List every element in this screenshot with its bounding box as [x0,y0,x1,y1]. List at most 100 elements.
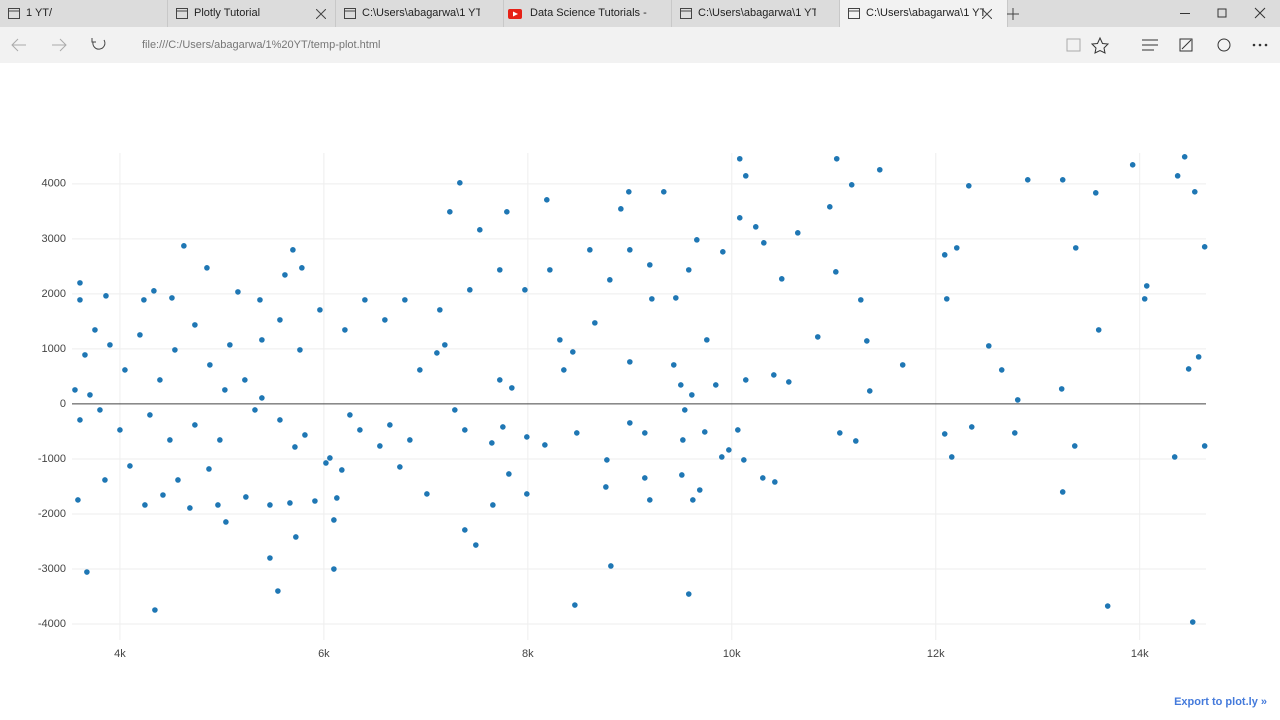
tab[interactable]: Plotly Tutorial [168,0,336,27]
point [943,296,950,302]
point [277,317,283,323]
tab-icon [848,8,860,19]
point [397,464,403,470]
point [1141,296,1148,302]
point [172,347,178,353]
point [175,477,181,483]
x-tick-label: 12k [927,648,945,660]
url[interactable]: file:///C:/Users/abagarwa/1%20YT/temp-pl… [142,39,381,51]
point [858,297,864,303]
point [866,388,873,394]
window-controls[interactable] [1175,0,1275,27]
point [627,420,633,426]
point [1058,386,1065,392]
point [127,463,133,469]
point [642,430,648,436]
point [357,427,363,433]
tab[interactable]: Data Science Tutorials - You [504,0,672,27]
point [192,422,198,428]
point [509,385,515,391]
point [217,437,223,443]
point [243,494,249,500]
tab[interactable]: C:\Users\abagarwa\1 YT\ter [336,0,504,27]
point [207,362,213,368]
point [72,387,78,393]
point [833,269,839,275]
tab[interactable]: C:\Users\abagarwa\1 YT\ter [672,0,840,27]
point [968,424,975,430]
point [681,407,688,413]
point [953,245,960,251]
point [604,457,610,463]
point [570,349,576,355]
tab-title: C:\Users\abagarwa\1 YT [866,7,984,19]
point [778,276,785,282]
y-tick-label: -2000 [38,508,66,520]
point [160,492,166,498]
tab[interactable]: 1 YT/ [0,0,168,27]
tab-icon [508,9,522,19]
point [84,569,90,575]
point [741,457,747,463]
point [772,479,778,485]
point [544,197,550,203]
point [267,502,273,508]
point [222,387,228,393]
point [377,443,383,449]
point [1092,190,1099,196]
tab-title: Plotly Tutorial [194,7,261,19]
address-bar: file:///C:/Users/abagarwa/1%20YT/temp-pl… [0,27,1280,63]
point [302,432,308,438]
y-tick-label: -4000 [38,618,66,630]
y-tick-label: -1000 [38,453,66,465]
point [151,288,157,294]
point [287,500,293,506]
tab-icon [8,8,20,19]
point [473,542,479,548]
point [504,209,510,215]
point [1181,153,1188,160]
point [786,379,792,385]
point [147,412,153,418]
tab-close[interactable] [316,9,326,19]
export-link[interactable]: Export to plot.ly » [1174,696,1267,708]
tab-close[interactable] [982,9,992,19]
point [1143,283,1150,289]
nav-buttons[interactable] [0,27,120,63]
point [592,320,598,326]
point [331,517,337,523]
point [696,487,703,493]
y-tick-label: 1000 [42,343,66,355]
point [680,437,686,443]
point [899,362,906,368]
point [447,209,453,215]
tab-title: 1 YT/ [26,7,53,19]
point [312,498,318,504]
point [334,495,340,501]
point [82,352,88,358]
point [685,267,692,273]
point [107,342,113,348]
point [647,262,653,268]
point [87,392,93,398]
chart: 4k 6k 8k 10k 12k 14k 4000 3000 2000 1000 0 -1000 -20… [38,153,1208,660]
toolbar-icons[interactable] [1060,27,1280,63]
point [618,206,624,212]
point [292,444,298,450]
point [102,477,108,483]
point [192,322,198,328]
point [277,417,283,423]
point [1174,173,1181,179]
point [608,563,614,569]
point [259,395,265,401]
y-tick-label: 4000 [42,178,66,190]
tab-title: C:\Users\abagarwa\1 YT\ter [362,7,480,19]
tab[interactable]: C:\Users\abagarwa\1 YT [840,0,1008,27]
point [542,442,548,448]
point [290,247,296,253]
point [457,180,463,186]
point [1059,489,1066,495]
new-tab-button[interactable] [1007,8,1019,20]
point [649,296,655,302]
point [742,173,749,179]
